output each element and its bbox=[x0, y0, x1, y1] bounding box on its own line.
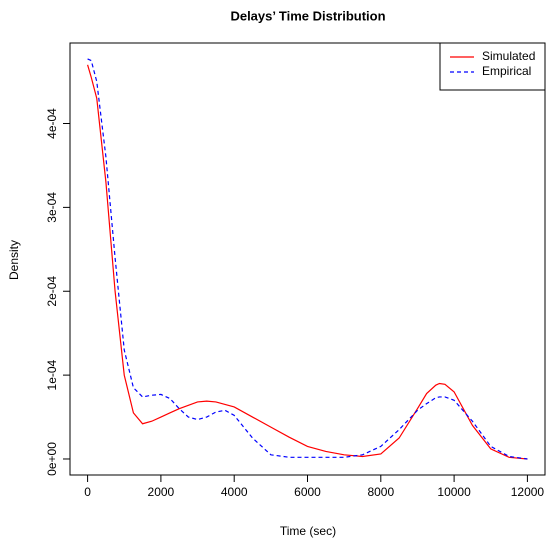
y-tick-label: 0e+00 bbox=[45, 442, 59, 476]
series-line bbox=[87, 58, 528, 460]
x-tick-label: 4000 bbox=[221, 485, 248, 499]
x-tick-label: 10000 bbox=[437, 485, 471, 499]
series-line bbox=[87, 64, 528, 460]
x-tick-label: 8000 bbox=[367, 485, 394, 499]
x-tick-label: 0 bbox=[84, 485, 91, 499]
legend-label: Simulated bbox=[482, 49, 535, 63]
y-tick-label: 2e-04 bbox=[45, 276, 59, 307]
y-tick-label: 4e-04 bbox=[45, 108, 59, 139]
x-tick-label: 12000 bbox=[511, 485, 545, 499]
legend-label: Empirical bbox=[482, 64, 531, 78]
x-tick-label: 6000 bbox=[294, 485, 321, 499]
legend-box bbox=[439, 42, 546, 91]
y-tick-label: 1e-04 bbox=[45, 359, 59, 390]
chart-title: Delays’ Time Distribution bbox=[230, 8, 385, 23]
plot-frame bbox=[69, 42, 546, 476]
x-axis-label: Time (sec) bbox=[280, 524, 336, 538]
y-axis-label: Density bbox=[7, 240, 21, 280]
y-tick-label: 3e-04 bbox=[45, 192, 59, 223]
x-tick-label: 2000 bbox=[148, 485, 175, 499]
